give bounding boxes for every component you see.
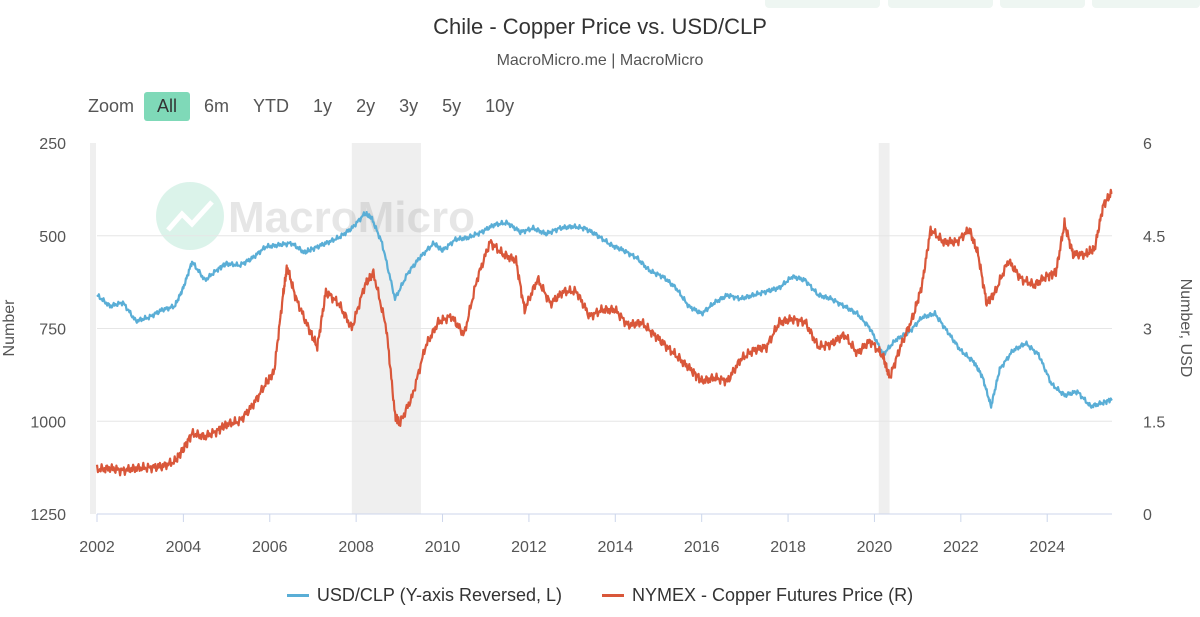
x-tick-label: 2004 [166, 539, 202, 556]
watermark: MacroMicro [156, 182, 475, 250]
top-tab[interactable] [765, 0, 880, 8]
y-left-tick-label: 500 [39, 229, 66, 246]
x-tick-label: 2014 [598, 539, 634, 556]
x-tick-label: 2024 [1029, 539, 1065, 556]
chart-subtitle: MacroMicro.me | MacroMicro [496, 52, 704, 69]
zoom-button-6m[interactable]: 6m [204, 95, 230, 116]
y-left-tick-label: 250 [39, 136, 66, 153]
y-axis-right-label: Number, USD [1177, 279, 1194, 378]
y-right-tick-label: 1.5 [1143, 414, 1165, 431]
grid-lines [97, 235, 1112, 515]
watermark-logo-icon [156, 182, 224, 250]
recession-band [90, 143, 96, 514]
top-tab[interactable] [1000, 0, 1085, 8]
legend-item-usd-clp[interactable]: USD/CLP (Y-axis Reversed, L) [286, 585, 562, 606]
x-tick-label: 2012 [511, 539, 547, 556]
y-left-tick-label: 1000 [30, 414, 66, 431]
top-tab[interactable] [888, 0, 993, 8]
y-axis-right: 6 4.5 3 1.5 0 [1143, 136, 1165, 524]
zoom-label: Zoom [88, 95, 135, 116]
watermark-text: MacroMicro [228, 193, 475, 242]
legend: USD/CLP (Y-axis Reversed, L) NYMEX - Cop… [0, 585, 1200, 606]
zoom-button-2y[interactable]: 2y [356, 95, 376, 116]
y-right-tick-label: 3 [1143, 322, 1152, 339]
x-tick-label: 2020 [857, 539, 893, 556]
legend-label-usd-clp: USD/CLP (Y-axis Reversed, L) [316, 585, 562, 605]
legend-swatch-usd-clp [286, 594, 309, 597]
series-lines [95, 188, 1113, 477]
legend-swatch-copper [602, 594, 624, 597]
x-tick-label: 2010 [425, 539, 461, 556]
watermark-logo-trend-icon [166, 200, 214, 232]
zoom-button-1y[interactable]: 1y [313, 95, 333, 116]
legend-item-copper[interactable]: NYMEX - Copper Futures Price (R) [602, 585, 913, 606]
x-tick-label: 2022 [943, 539, 979, 556]
zoom-button-3y[interactable]: 3y [399, 95, 419, 116]
x-tick-label: 2016 [684, 539, 720, 556]
series-line-copper [95, 188, 1113, 477]
y-axis-left-label: Number [1, 299, 18, 357]
top-tab-strip [0, 0, 1200, 10]
zoom-button-5y[interactable]: 5y [442, 95, 462, 116]
y-right-tick-label: 4.5 [1143, 229, 1165, 246]
x-tick-label: 2002 [79, 539, 115, 556]
x-tick-label: 2008 [338, 539, 374, 556]
y-axis-left: 250 500 750 1000 1250 [30, 136, 66, 524]
x-tick-label: 2006 [252, 539, 288, 556]
y-right-tick-label: 0 [1143, 507, 1152, 524]
x-tick-label: 2018 [770, 539, 806, 556]
y-left-tick-label: 1250 [30, 507, 66, 524]
x-axis: 2002 2004 2006 2008 2010 2012 2014 2016 2018 2020… [79, 513, 1112, 556]
series-line-usd-clp [96, 210, 1113, 409]
zoom-bar: Zoom All 6m YTD 1y 2y 3y 5y 10y [88, 90, 528, 122]
legend-label-copper: NYMEX - Copper Futures Price (R) [632, 585, 914, 605]
chart-title: Chile - Copper Price vs. USD/CLP [433, 14, 767, 39]
zoom-button-ytd[interactable]: YTD [253, 95, 290, 116]
zoom-button-10y[interactable]: 10y [485, 95, 515, 116]
y-left-tick-label: 750 [39, 322, 66, 339]
zoom-button-all[interactable]: All [144, 91, 191, 121]
y-right-tick-label: 6 [1143, 136, 1152, 153]
top-tab[interactable] [1092, 0, 1200, 8]
